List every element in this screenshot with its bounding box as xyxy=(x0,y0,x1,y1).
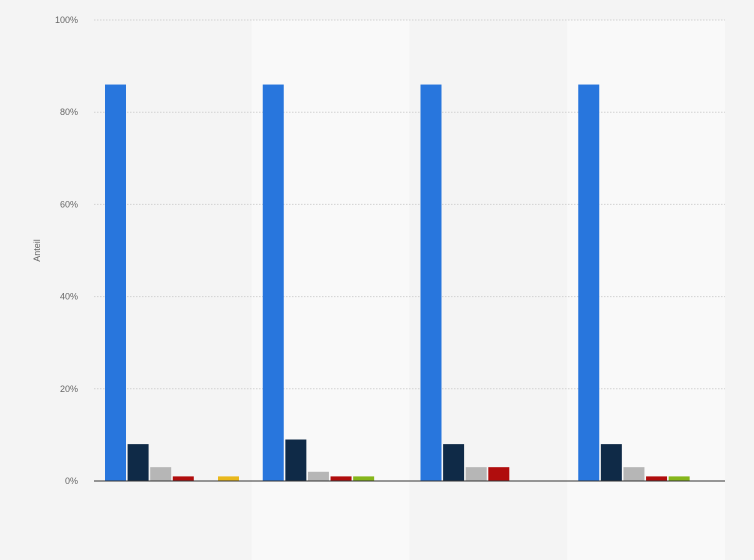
bar[interactable] xyxy=(578,84,600,481)
bar[interactable] xyxy=(330,476,352,481)
bar[interactable] xyxy=(127,444,149,481)
bar[interactable] xyxy=(218,476,239,481)
gridlines xyxy=(94,19,725,390)
bar[interactable] xyxy=(488,467,510,481)
bar[interactable] xyxy=(172,476,194,481)
y-tick-label: 20% xyxy=(60,384,78,394)
bar[interactable] xyxy=(443,444,465,481)
bar[interactable] xyxy=(262,84,284,481)
y-tick-label: 0% xyxy=(65,476,78,486)
bar[interactable] xyxy=(285,439,307,481)
bar[interactable] xyxy=(668,476,690,481)
bar[interactable] xyxy=(600,444,622,481)
bar[interactable] xyxy=(150,467,172,481)
bar[interactable] xyxy=(105,84,126,481)
y-tick-label: 60% xyxy=(60,199,78,209)
bar[interactable] xyxy=(465,467,487,481)
bar[interactable] xyxy=(623,467,645,481)
bar[interactable] xyxy=(646,476,668,481)
bar[interactable] xyxy=(307,471,329,481)
y-tick-label: 80% xyxy=(60,107,78,117)
bars xyxy=(105,84,690,481)
bar[interactable] xyxy=(353,476,375,481)
y-tick-label: 100% xyxy=(55,15,78,25)
bar[interactable] xyxy=(420,84,442,481)
y-tick-label: 40% xyxy=(60,292,78,302)
y-axis-ticks: 0% 20% 40% 60% 80% 100% xyxy=(55,15,78,486)
y-axis-title: Anteil xyxy=(32,239,42,262)
